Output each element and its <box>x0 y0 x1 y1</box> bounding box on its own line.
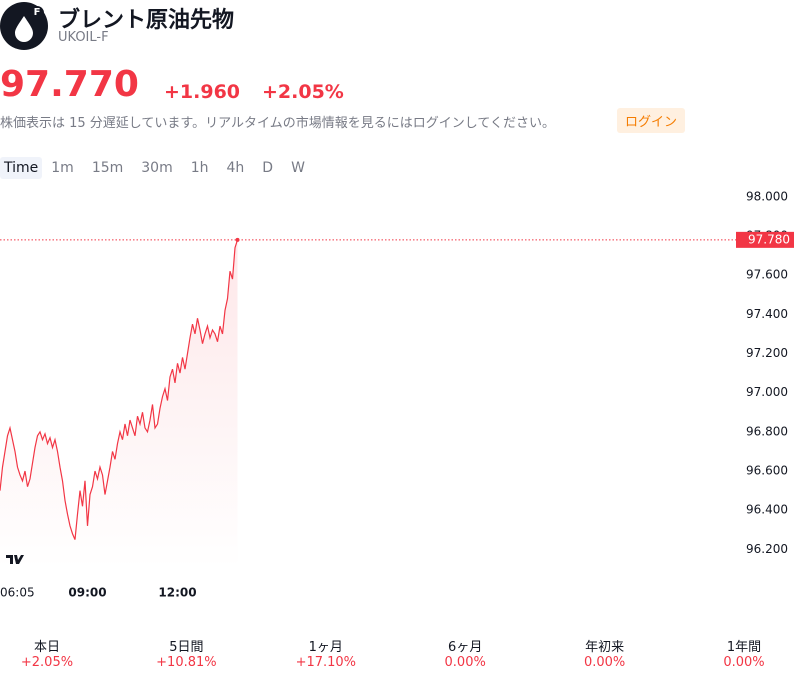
y-tick-label: 98.000 <box>746 189 788 203</box>
performance-label: 1ヶ月 <box>308 640 343 655</box>
timeframe-bar: Time 1m 15m 30m 1h 4h D W <box>0 157 314 179</box>
timeframe-button[interactable]: 4h <box>226 160 245 176</box>
performance-value: 0.00% <box>723 655 765 670</box>
y-tick-label: 97.200 <box>746 346 788 360</box>
login-button[interactable]: ログイン <box>617 108 686 133</box>
performance-value: +17.10% <box>295 655 357 670</box>
timeframe-button[interactable]: 30m <box>141 160 173 176</box>
y-tick-label: 96.800 <box>746 424 788 438</box>
performance-label: 1年間 <box>726 640 762 655</box>
delay-notice: 株価表示は 15 分遅延しています。リアルタイムの市場情報を見るにはログインして… <box>0 116 555 131</box>
y-tick-label: 97.400 <box>746 307 788 321</box>
performance-cell: 1年間 0.00% <box>684 636 800 670</box>
chart: 96.200 96.400 96.600 96.800 97.000 97.200 97.4… <box>0 189 794 600</box>
y-tick-label: 96.600 <box>746 464 788 478</box>
performance-label: 本日 <box>33 640 60 655</box>
last-value-badge <box>736 231 794 248</box>
y-tick-label: 97.000 <box>746 385 788 399</box>
title: ブレント原油先物 <box>58 8 235 33</box>
x-tick-label: 06:05 <box>0 586 35 600</box>
symbol: UKOIL-F <box>58 30 109 45</box>
performance-label: 5日間 <box>169 640 204 655</box>
y-tick-label: 96.400 <box>746 503 788 517</box>
x-tick-label: 12:00 <box>158 586 196 600</box>
symbol-icon: F <box>0 2 48 50</box>
performance-label: 年初来 <box>585 640 625 655</box>
timeframe-button[interactable]: 15m <box>91 160 124 176</box>
change-percent: +2.05% <box>262 81 344 103</box>
performance-value: +2.05% <box>20 655 74 670</box>
performance-value: 0.00% <box>444 655 486 670</box>
timeframe-button[interactable]: Time <box>0 157 43 179</box>
performance-cell: 本日 +2.05% <box>0 636 107 670</box>
performance-cell: 年初来 0.00% <box>545 636 665 670</box>
icon-badge: F <box>30 6 44 20</box>
last-value-label: 97.780 <box>748 232 790 246</box>
performance-value: +10.81% <box>156 655 217 670</box>
timeframe-button[interactable]: D <box>262 160 274 176</box>
area <box>0 239 238 569</box>
change: +1.960 <box>164 81 241 103</box>
performance-cell: 5日間 +10.81% <box>126 636 246 670</box>
y-tick-label: 96.200 <box>746 542 788 556</box>
price-line <box>0 239 239 540</box>
performance-label: 6ヶ月 <box>448 640 483 655</box>
x-tick-label: 09:00 <box>68 586 106 600</box>
last-point <box>235 237 240 242</box>
performance-cell: 6ヶ月 0.00% <box>405 636 525 670</box>
timeframe-button[interactable]: 1h <box>190 160 209 176</box>
price: 97.770 <box>0 64 139 105</box>
performance-cell: 1ヶ月 +17.10% <box>266 636 386 670</box>
drop-icon <box>15 16 33 42</box>
timeframe-button[interactable]: W <box>291 160 305 176</box>
timeframe-button[interactable]: 1m <box>51 160 74 176</box>
y-tick-label: 97.600 <box>746 268 788 282</box>
performance-value: 0.00% <box>583 655 626 670</box>
